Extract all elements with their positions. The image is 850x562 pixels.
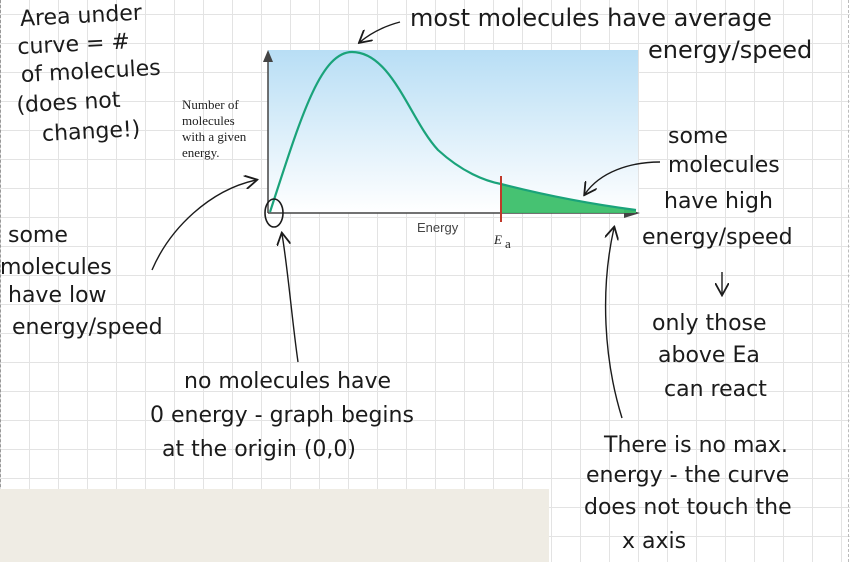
svg-text:most molecules have average: most molecules have average energy/speed: [410, 4, 812, 64]
arrow-to-peak: [360, 21, 401, 42]
y-axis-label: Number of molecules with a given energy.: [182, 97, 250, 160]
note-high-energy: some molecules have high energy/speed: [642, 124, 793, 250]
page-edge-right: [848, 0, 850, 562]
arrow-to-tail: [585, 161, 661, 194]
bottom-grey-panel: [0, 489, 549, 562]
note-average-energy: most molecules have average energy/speed: [410, 4, 812, 64]
x-axis-label: Energy: [417, 220, 459, 235]
note-only-above-ea: only those above Ea can react: [652, 311, 774, 402]
note-area-under-curve: Area under curve = # of molecules (does …: [11, 0, 171, 148]
ea-subscript: a: [505, 236, 511, 251]
note-no-maximum: There is no max. energy - the curve does…: [584, 433, 799, 554]
svg-text:There is no max. energy: There is no max. energy - the curve does…: [584, 433, 799, 554]
page-edge-left: [0, 0, 2, 562]
note-origin: no molecules have 0 energy - graph begin…: [150, 369, 421, 462]
svg-text:no molecules have 0 ener: no molecules have 0 energy - graph begin…: [150, 369, 421, 462]
arrow-to-low-region: [151, 180, 256, 271]
plot-background: [268, 50, 638, 213]
svg-text:some molecules hav: some molecules have low energy/speed: [0, 223, 163, 340]
distribution-curve: [268, 50, 637, 213]
y-axis-arrow: [263, 50, 273, 62]
arrow-to-curve-end: [606, 228, 623, 419]
svg-text:Area under curve = #: Area under curve = # of molecules (does …: [11, 0, 171, 148]
svg-text:only those above Ea: only those above Ea can react: [652, 311, 774, 402]
ea-label: E: [493, 232, 502, 247]
svg-text:some molecules hav: some molecules have high energy/speed: [642, 124, 793, 250]
origin-circle: [264, 198, 284, 228]
note-low-energy: some molecules have low energy/speed: [0, 223, 163, 340]
arrow-to-origin: [282, 234, 299, 363]
